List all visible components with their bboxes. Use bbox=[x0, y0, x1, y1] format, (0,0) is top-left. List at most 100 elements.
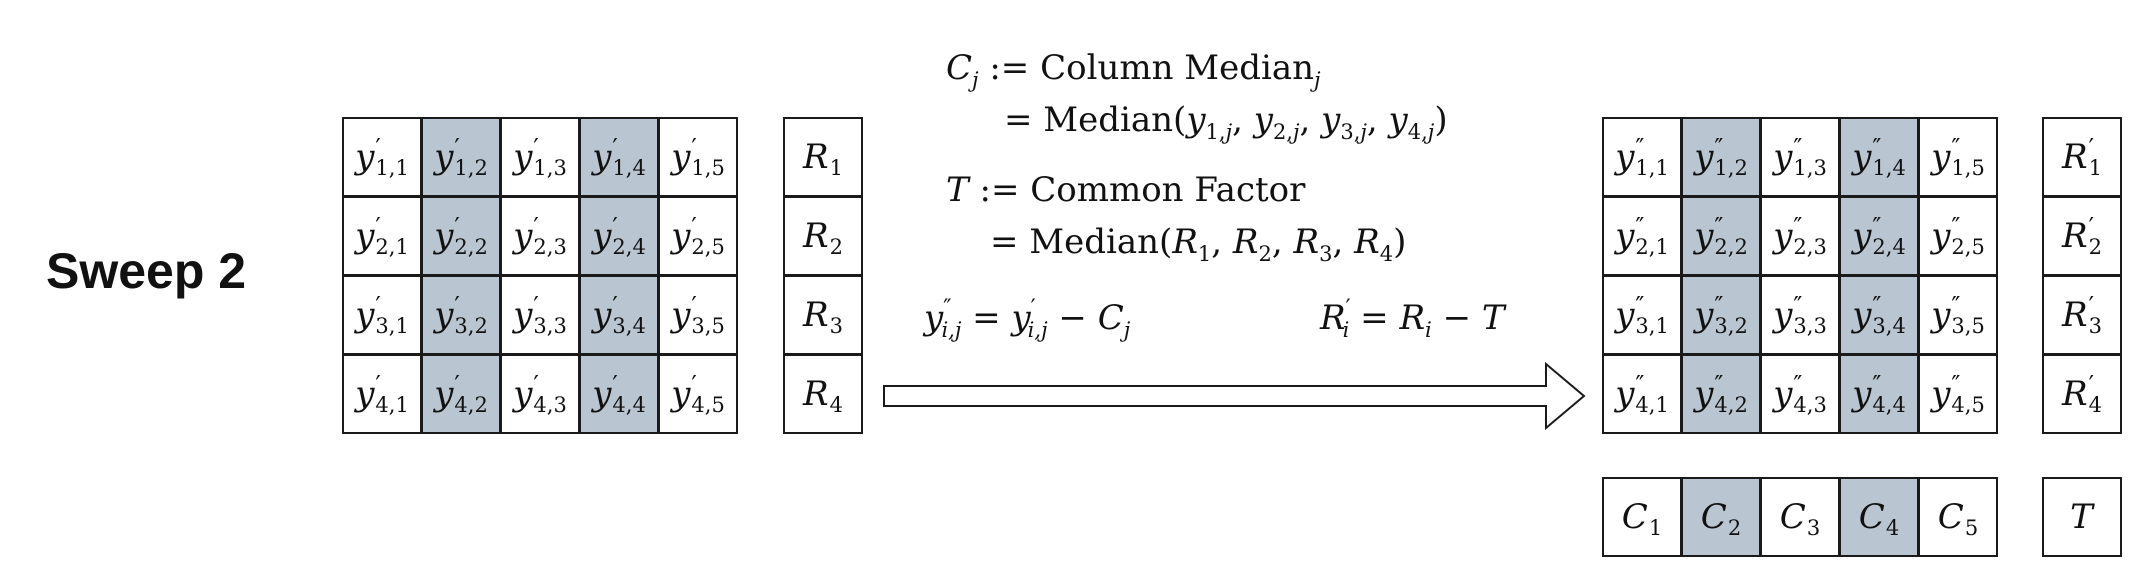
cell-subscript: 3 bbox=[1806, 515, 1821, 540]
cell-symbol: y bbox=[434, 374, 454, 414]
cell-symbol: C bbox=[1779, 497, 1806, 537]
cell-subscript: 4,5 bbox=[1951, 392, 1985, 417]
cell-subscript: 4,1 bbox=[1635, 392, 1669, 417]
cell-subscript: 4,1 bbox=[375, 392, 409, 417]
cell-prime: ′ bbox=[691, 212, 697, 241]
left-matrix-cell: y ′ 4,2 bbox=[421, 354, 501, 434]
cell-prime: ′ bbox=[691, 133, 697, 162]
cell-prime: ′ bbox=[375, 291, 381, 320]
cell-subscript: 1,5 bbox=[691, 155, 725, 180]
cell-symbol: y bbox=[434, 295, 454, 335]
cell-subscript: 3,3 bbox=[533, 313, 567, 338]
cell-symbol: R bbox=[2062, 137, 2088, 177]
cell-subscript: 2 bbox=[2088, 234, 2102, 259]
right-matrix-cell: y ″ 4,3 bbox=[1760, 354, 1840, 434]
right-matrix-cell: y ″ 1,2 bbox=[1681, 117, 1761, 197]
right-matrix-cell: y ″ 1,4 bbox=[1839, 117, 1919, 197]
cell-subscript: 4,2 bbox=[454, 392, 488, 417]
cell-prime: ′ bbox=[2088, 370, 2095, 399]
updated-row-effect-cell: R ′ 3 bbox=[2042, 275, 2122, 355]
cell-symbol: y bbox=[513, 374, 533, 414]
cell-symbol: R bbox=[2062, 216, 2088, 256]
cell-symbol: y bbox=[671, 295, 691, 335]
cell-symbol: y bbox=[671, 137, 691, 177]
cell-symbol: y bbox=[434, 216, 454, 256]
cell-symbol: R bbox=[803, 216, 829, 256]
cell-symbol: y bbox=[1615, 137, 1635, 177]
cell-symbol: y bbox=[1694, 137, 1714, 177]
cell-prime: ′ bbox=[375, 133, 381, 162]
cell-subscript: 4,5 bbox=[691, 392, 725, 417]
cell-prime: ″ bbox=[1872, 212, 1882, 241]
cell-subscript: 4,4 bbox=[612, 392, 646, 417]
cell-prime: ″ bbox=[1635, 133, 1645, 162]
cell-symbol: y bbox=[592, 374, 612, 414]
cell-subscript: 3,2 bbox=[1714, 313, 1748, 338]
cell-prime: ′ bbox=[612, 370, 618, 399]
sweep-title: Sweep 2 bbox=[46, 243, 247, 299]
cell-prime: ′ bbox=[2088, 291, 2095, 320]
cell-subscript: 3,1 bbox=[375, 313, 409, 338]
cell-prime: ″ bbox=[1951, 133, 1961, 162]
cell-subscript: 1,4 bbox=[612, 155, 646, 180]
cell-prime: ′ bbox=[454, 212, 460, 241]
cell-symbol: y bbox=[1773, 374, 1793, 414]
left-matrix-cell: y ′ 2,4 bbox=[579, 196, 659, 276]
cell-subscript: 4,2 bbox=[1714, 392, 1748, 417]
left-matrix-cell: y ′ 1,2 bbox=[421, 117, 501, 197]
cell-symbol: y bbox=[355, 374, 375, 414]
cell-symbol: y bbox=[1694, 374, 1714, 414]
cell-symbol: y bbox=[1773, 295, 1793, 335]
cell-subscript: 1 bbox=[1648, 515, 1663, 540]
arrow-shape bbox=[883, 361, 1586, 431]
right-matrix-cell: y ″ 2,4 bbox=[1839, 196, 1919, 276]
cell-subscript: 1,2 bbox=[454, 155, 488, 180]
cell-symbol: y bbox=[513, 137, 533, 177]
cell-symbol: y bbox=[513, 216, 533, 256]
cell-subscript: 2 bbox=[829, 234, 843, 259]
cell-prime: ″ bbox=[1793, 212, 1803, 241]
cell-symbol: y bbox=[513, 295, 533, 335]
cell-prime: ″ bbox=[1635, 370, 1645, 399]
left-matrix-cell: y ′ 4,4 bbox=[579, 354, 659, 434]
left-matrix-cell: y ′ 4,5 bbox=[658, 354, 738, 434]
cell-subscript: 4 bbox=[829, 392, 843, 417]
left-matrix-cell: y ′ 4,1 bbox=[342, 354, 422, 434]
cell-prime: ′ bbox=[375, 212, 381, 241]
left-matrix-cell: y ′ 2,3 bbox=[500, 196, 580, 276]
cell-prime: ′ bbox=[612, 133, 618, 162]
cell-symbol: y bbox=[1852, 216, 1872, 256]
cell-prime: ″ bbox=[1872, 291, 1882, 320]
cell-symbol: y bbox=[1852, 374, 1872, 414]
cell-prime: ″ bbox=[1951, 370, 1961, 399]
formula-cj-definition: Cj := Column Medianj bbox=[946, 48, 1321, 92]
formula-t-definition: T := Common Factor bbox=[946, 170, 1306, 210]
cell-subscript: 4,3 bbox=[1793, 392, 1827, 417]
cell-symbol: C bbox=[1858, 497, 1885, 537]
cell-symbol: y bbox=[671, 374, 691, 414]
right-matrix-cell: y ″ 3,5 bbox=[1918, 275, 1998, 355]
cell-prime: ″ bbox=[1714, 212, 1724, 241]
cell-symbol: y bbox=[592, 216, 612, 256]
cell-symbol: T bbox=[2070, 497, 2093, 537]
right-matrix: y ″ 1,1 y ″ 1,2 y ″ 1,3 y ″ 1,4 y ″ 1,5 y ″ 2,1 y ″ 2,2 y ″ 2,3… bbox=[1602, 117, 1998, 434]
cell-symbol: y bbox=[355, 295, 375, 335]
cell-subscript: 1 bbox=[829, 155, 843, 180]
cell-prime: ′ bbox=[2088, 133, 2095, 162]
formula-r-update: R′i = Ri − T bbox=[1320, 296, 1505, 342]
cell-prime: ″ bbox=[1951, 212, 1961, 241]
cell-symbol: y bbox=[1773, 216, 1793, 256]
cell-symbol: y bbox=[1694, 295, 1714, 335]
cell-prime: ″ bbox=[1793, 291, 1803, 320]
left-matrix-cell: y ′ 2,2 bbox=[421, 196, 501, 276]
left-matrix: y ′ 1,1 y ′ 1,2 y ′ 1,3 y ′ 1,4 y ′ 1,5 y ′ 2,1 y ′ 2,2 y ′ 2,3… bbox=[342, 117, 738, 434]
cell-symbol: y bbox=[1615, 295, 1635, 335]
cell-symbol: R bbox=[2062, 295, 2088, 335]
left-matrix-cell: y ′ 3,1 bbox=[342, 275, 422, 355]
